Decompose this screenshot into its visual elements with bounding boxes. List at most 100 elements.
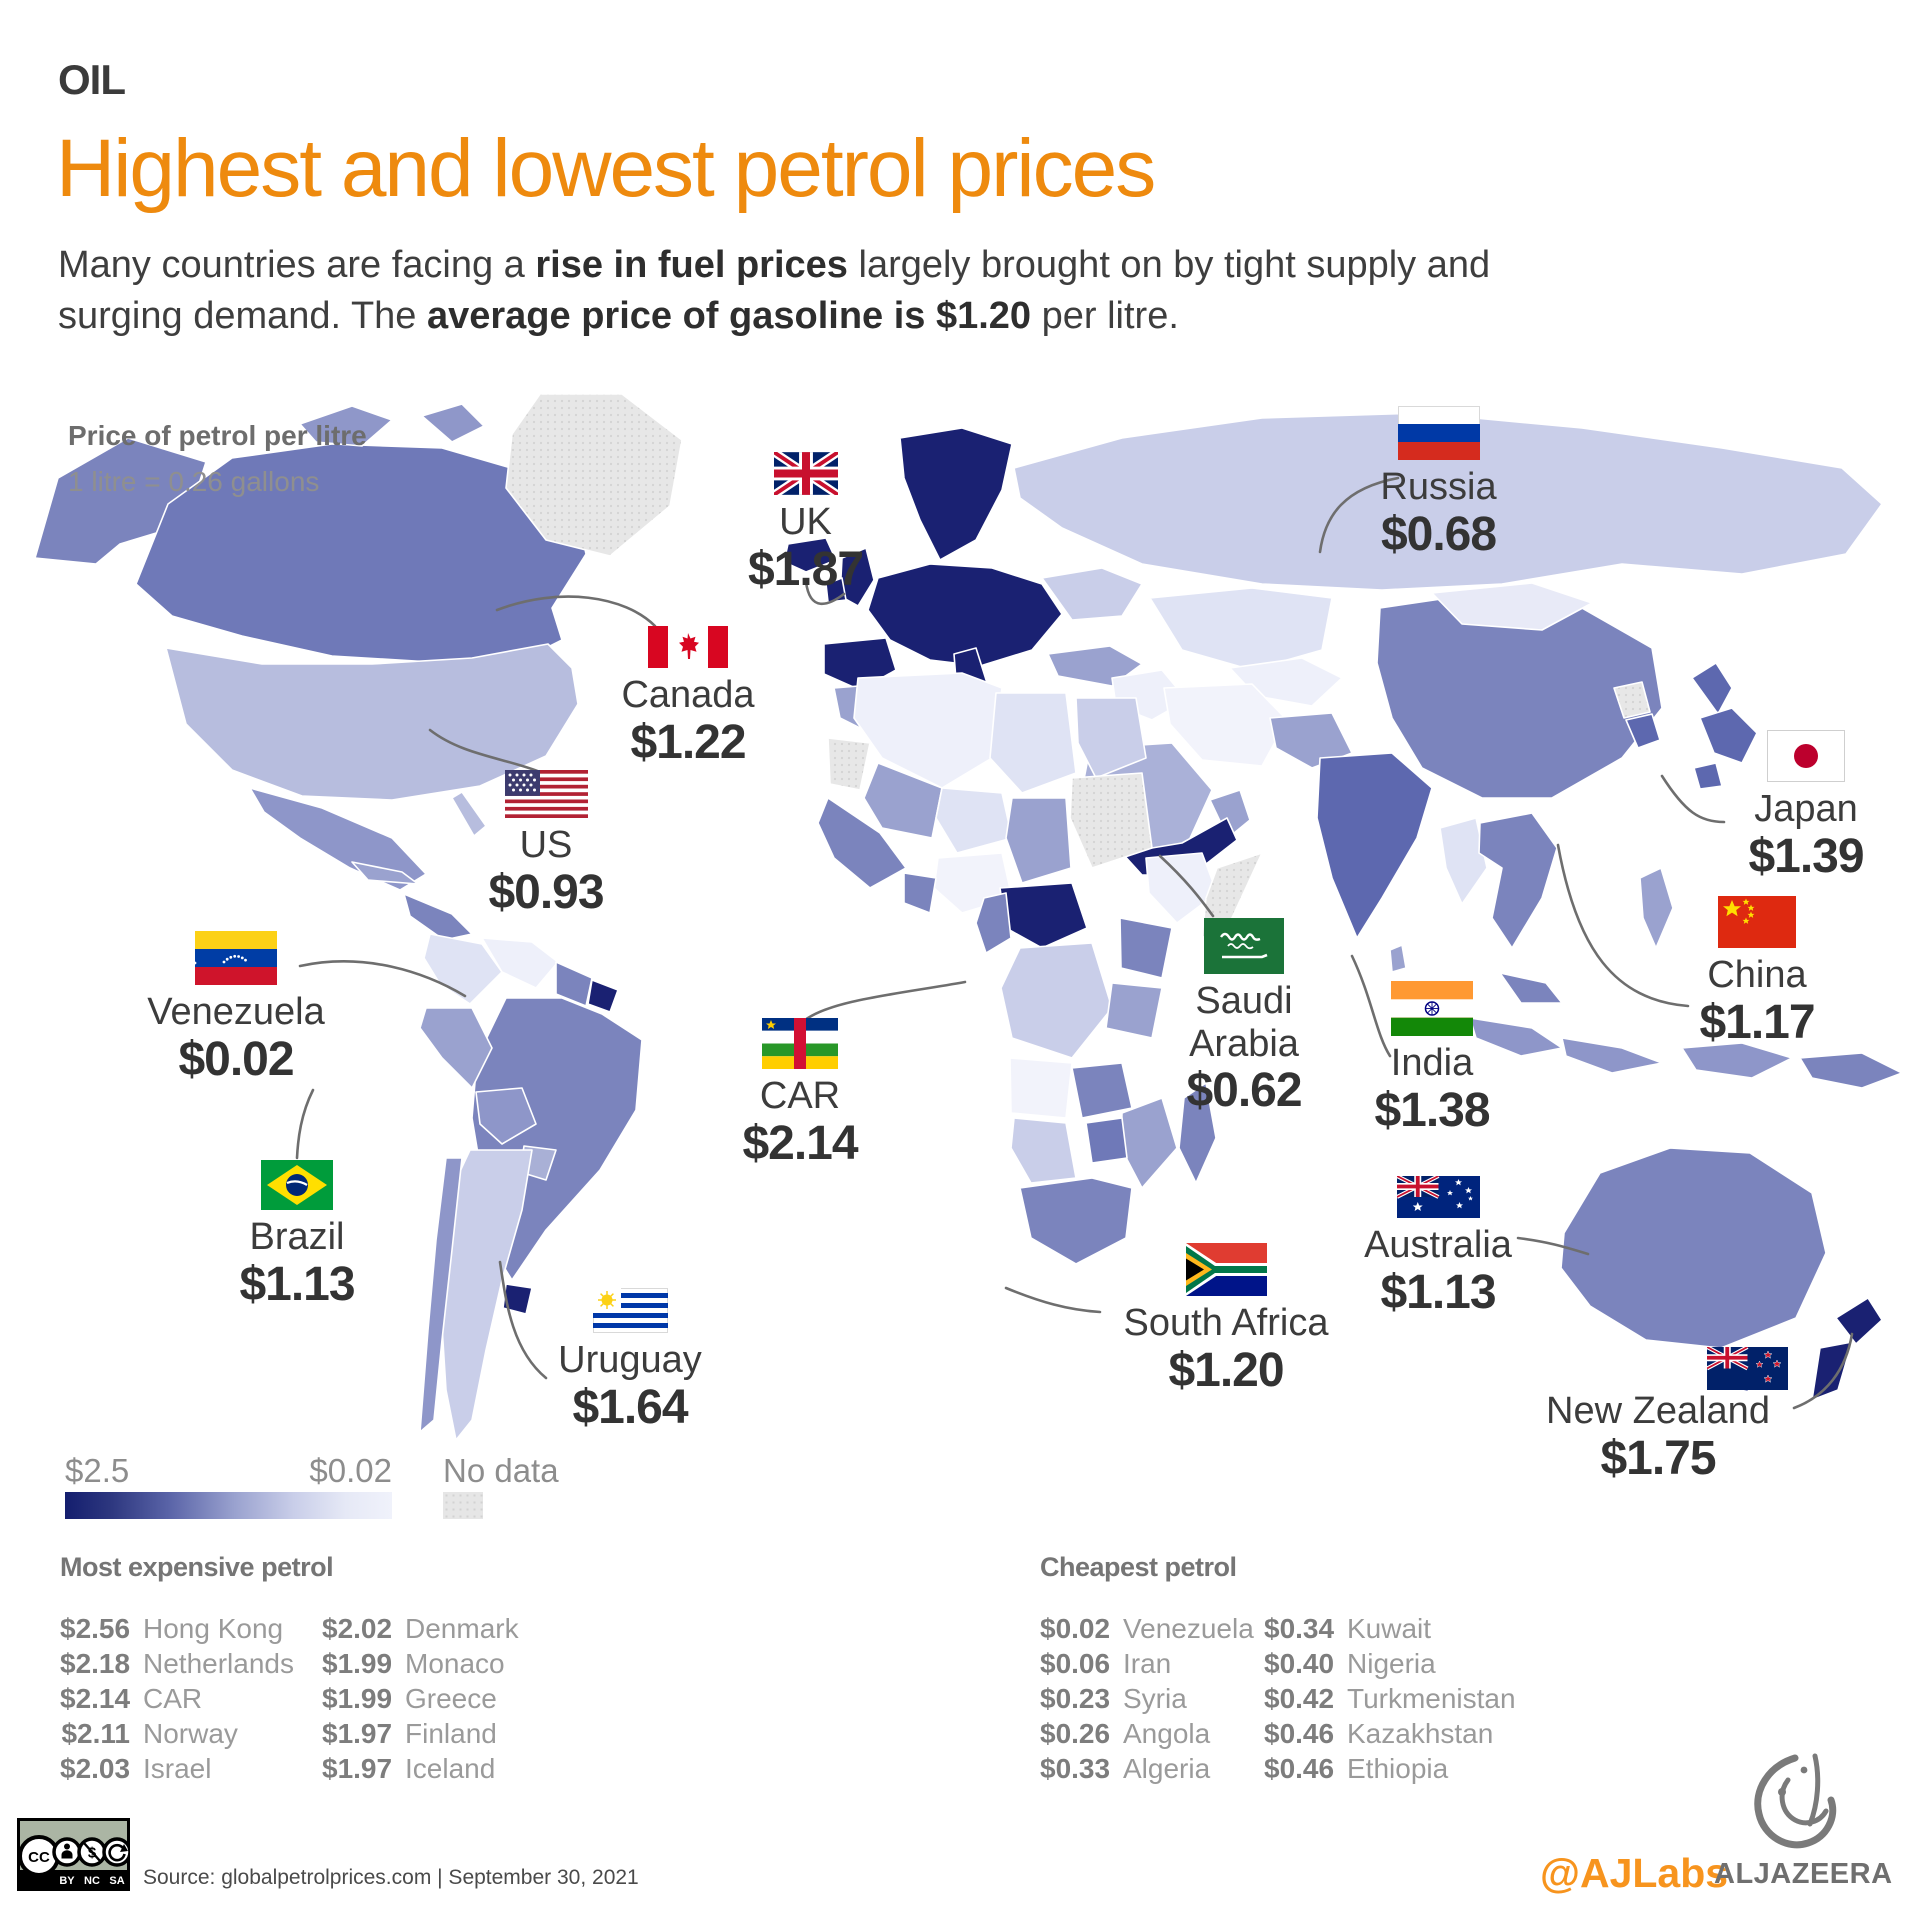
price-value: $1.99 <box>322 1683 393 1714</box>
country-name: Hong Kong <box>143 1613 284 1644</box>
price-value: $0.42 <box>1264 1683 1335 1714</box>
callout-saudi-arabia: Saudi Arabia $0.62 <box>1144 918 1344 1117</box>
list-item: $0.33 Algeria <box>1040 1753 1264 1788</box>
cc-license-badge-icon: CC $ BY NC SA <box>17 1818 130 1891</box>
list-item: $0.02 Venezuela <box>1040 1613 1264 1648</box>
region-ethiopia <box>1145 852 1218 924</box>
price-value: $0.23 <box>1040 1683 1111 1714</box>
region-uruguay <box>502 1283 533 1315</box>
list-item: $2.56 Hong Kong <box>60 1613 322 1648</box>
no-data-swatch <box>443 1492 483 1519</box>
list-item: $1.97 Finland <box>322 1718 519 1753</box>
region-south-africa <box>1019 1177 1133 1265</box>
list-item: $2.11 Norway <box>60 1718 322 1753</box>
list-item: $2.02 Denmark <box>322 1613 519 1648</box>
region-canada <box>135 443 587 663</box>
price-label: $1.38 <box>1374 1083 1490 1137</box>
callout-south-africa: South Africa $1.20 <box>1106 1243 1346 1396</box>
country-name: Denmark <box>405 1613 519 1644</box>
intro-part: per litre. <box>1031 295 1179 337</box>
price-value: $1.99 <box>322 1648 393 1679</box>
country-name: CAR <box>143 1683 203 1714</box>
scale-min-label: $0.02 <box>309 1452 392 1489</box>
intro-part: Many countries are facing a <box>58 244 536 286</box>
region-mexico <box>249 787 427 891</box>
country-label: CAR <box>759 1075 841 1117</box>
country-label: Venezuela <box>147 991 325 1033</box>
country-label: Japan <box>1754 788 1858 830</box>
cc-logo-icon: CC <box>28 1849 50 1866</box>
cheapest-list: Cheapest petrol $0.02 Venezuela $0.06 Iran… <box>1040 1552 1516 1788</box>
country-label: Brazil <box>249 1216 345 1258</box>
callout-us: US $0.93 <box>458 770 634 918</box>
map-legend-note: 1 litre = 0.26 gallons <box>68 466 320 497</box>
list-item: $0.46 Kazakhstan <box>1264 1718 1516 1753</box>
list-item: $1.99 Monaco <box>322 1648 519 1683</box>
country-name: Kuwait <box>1347 1613 1432 1644</box>
uk-flag-icon <box>773 452 838 495</box>
list-item: $1.99 Greece <box>322 1683 519 1718</box>
price-label: $0.62 <box>1186 1064 1302 1118</box>
russia-flag-icon <box>1397 406 1480 460</box>
price-value: $0.02 <box>1040 1613 1111 1644</box>
page-title: Highest and lowest petrol prices <box>56 123 1156 214</box>
map-regions <box>34 393 1903 1441</box>
country-name: Ethiopia <box>1347 1753 1449 1784</box>
region-kazakhstan <box>1149 587 1333 671</box>
callout-uruguay: Uruguay $1.64 <box>528 1288 732 1433</box>
region-india <box>1316 752 1433 939</box>
callout-canada: Canada $1.22 <box>598 626 778 768</box>
country-label: China <box>1707 954 1807 996</box>
country-label: New Zealand <box>1546 1390 1770 1432</box>
region-japan <box>1691 662 1733 715</box>
callout-new-zealand: New Zealand $1.75 <box>1528 1390 1788 1484</box>
price-label: $0.93 <box>488 865 604 919</box>
scale-max-label: $2.5 <box>65 1452 130 1489</box>
callout-india: India $1.38 <box>1338 981 1526 1136</box>
country-name: Algeria <box>1123 1753 1211 1784</box>
price-label: $1.75 <box>1600 1431 1716 1485</box>
country-name: Venezuela <box>1123 1613 1254 1644</box>
region-iran <box>1163 683 1288 767</box>
country-label: Canada <box>621 674 755 716</box>
country-label: Saudi Arabia <box>1189 980 1299 1065</box>
price-value: $2.14 <box>60 1683 131 1714</box>
price-value: $0.33 <box>1040 1753 1111 1784</box>
sa-arrow-icon <box>108 1843 128 1862</box>
price-label: $1.64 <box>572 1380 688 1434</box>
country-name: Syria <box>1123 1683 1187 1714</box>
venezuela-flag-icon <box>195 931 277 985</box>
region-new-zealand <box>1835 1297 1883 1345</box>
country-name: Turkmenistan <box>1347 1683 1516 1714</box>
list-item: $0.40 Nigeria <box>1264 1648 1516 1683</box>
price-value: $2.56 <box>60 1613 131 1644</box>
list-title: Most expensive petrol <box>60 1552 334 1582</box>
price-label: $1.20 <box>1168 1343 1284 1397</box>
saudi-arabia-flag-icon <box>1204 918 1284 974</box>
country-label: Australia <box>1364 1224 1512 1266</box>
price-value: $0.46 <box>1264 1718 1335 1749</box>
list-item: $0.23 Syria <box>1040 1683 1264 1718</box>
price-value: $0.06 <box>1040 1648 1111 1679</box>
south-africa-flag-icon <box>1185 1243 1267 1296</box>
cc-nc-label: NC <box>84 1875 100 1887</box>
australia-flag-icon <box>1396 1176 1480 1218</box>
price-value: $0.34 <box>1264 1613 1335 1644</box>
callout-venezuela: Venezuela $0.02 <box>134 931 338 1085</box>
region-russia <box>1013 412 1883 591</box>
by-person-icon <box>61 1843 73 1859</box>
country-label: US <box>519 824 573 866</box>
callout-japan: Japan $1.39 <box>1712 730 1900 882</box>
source-text: Source: globalpetrolprices.com | Septemb… <box>143 1866 639 1889</box>
country-label: Uruguay <box>558 1339 702 1381</box>
country-label: Russia <box>1380 466 1497 508</box>
list-item: $0.34 Kuwait <box>1264 1613 1516 1648</box>
country-label: South Africa <box>1123 1302 1329 1344</box>
country-label: India <box>1390 1042 1474 1084</box>
brazil-flag-icon <box>261 1160 333 1210</box>
country-name: Netherlands <box>143 1648 294 1679</box>
region-algeria <box>853 672 1003 789</box>
callout-china: China $1.17 <box>1660 896 1854 1048</box>
price-label: $1.87 <box>747 542 864 596</box>
